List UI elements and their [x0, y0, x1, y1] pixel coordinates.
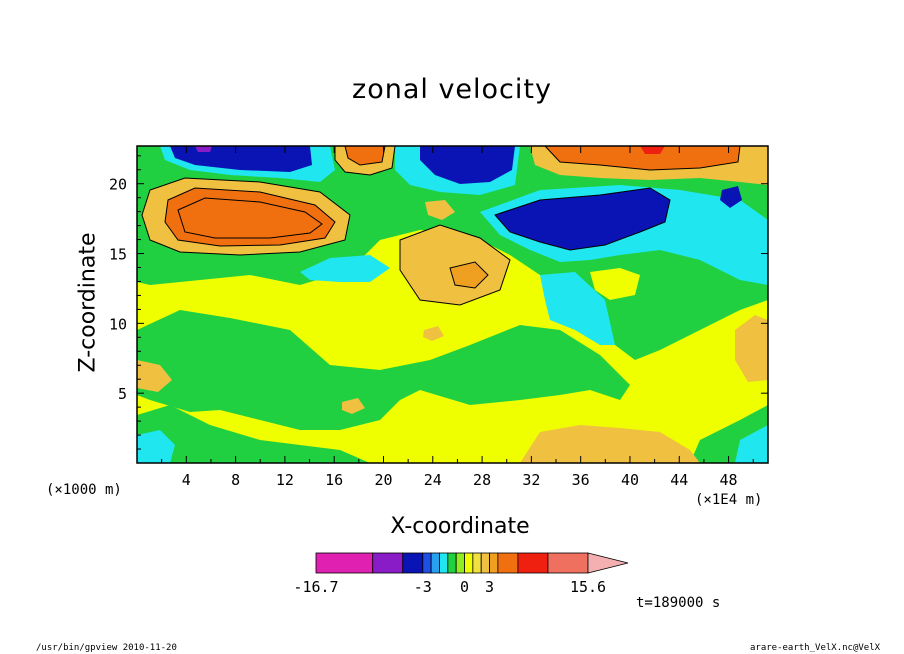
- footer-left: /usr/bin/gpview 2010-11-20: [36, 643, 177, 653]
- colorbar-segment: [517, 552, 549, 574]
- x-tick-label: 36: [572, 471, 590, 489]
- region-cyan-br: [735, 425, 768, 463]
- colorbar-extend-arrow: [587, 552, 629, 574]
- region-purple-dot: [195, 146, 212, 152]
- colorbar-segment: [547, 552, 589, 574]
- colorbar-label: -3: [414, 578, 432, 596]
- colorbar-segment: [480, 552, 490, 574]
- colorbar-segment: [439, 552, 449, 574]
- colorbar-segment: [447, 552, 457, 574]
- region-orange-center-core: [450, 262, 488, 288]
- colorbar-segment: [464, 552, 474, 574]
- colorbar-label: 0: [460, 578, 469, 596]
- region-cyan-bl: [137, 430, 175, 463]
- colorbar-label: 3: [485, 578, 494, 596]
- colorbar-segment: [472, 552, 482, 574]
- region-blue-top-left: [170, 146, 312, 172]
- x-unit-left: (×1000 m): [46, 482, 122, 498]
- x-axis-ticks: 4 8 12 16 20 24 28 32 36 40 44 48: [161, 146, 754, 489]
- region-orange-small-mid: [423, 326, 444, 341]
- y-tick-label: 10: [109, 315, 127, 333]
- x-tick-label: 32: [522, 471, 540, 489]
- x-tick-label: 24: [424, 471, 442, 489]
- region-orange-top-mid-core: [345, 146, 385, 165]
- y-axis-label: Z-coordinate: [75, 232, 101, 373]
- region-blue-top-mid: [420, 146, 515, 184]
- region-green-lower: [137, 405, 370, 463]
- colorbar-segment: [402, 552, 424, 574]
- colorbar-segment: [489, 552, 499, 574]
- y-tick-label: 5: [118, 385, 127, 403]
- y-tick-label: 20: [109, 176, 127, 194]
- contour-lines: [141, 146, 741, 306]
- y-axis-ticks: 5 10 15 20: [109, 155, 768, 450]
- x-tick-label: 4: [182, 471, 191, 489]
- x-tick-label: 12: [276, 471, 294, 489]
- colorbar-label: 15.6: [570, 578, 606, 596]
- region-orange-right: [735, 315, 768, 382]
- colorbar-segment: [315, 552, 374, 574]
- region-orange-bottom: [520, 425, 700, 463]
- x-tick-label: 40: [621, 471, 639, 489]
- region-blue-right: [495, 188, 670, 250]
- region-cyan-spike: [540, 272, 615, 345]
- chart-title: zonal velocity: [352, 74, 552, 105]
- region-orange-small-low: [342, 398, 365, 414]
- x-tick-label: 28: [473, 471, 491, 489]
- region-orange-small-top: [425, 200, 455, 220]
- region-orange-top-right-core: [545, 146, 740, 170]
- region-orange-left-core: [165, 188, 335, 246]
- colorbar-segment: [422, 552, 432, 574]
- colorbar-segment: [372, 552, 404, 574]
- region-orange-left-low: [137, 360, 172, 392]
- colorbar-label: -16.7: [293, 578, 338, 596]
- region-green-mid: [137, 310, 630, 430]
- x-tick-label: 48: [720, 471, 738, 489]
- colorbar: -16.7 -3 0 3 15.6: [293, 552, 629, 596]
- plot-frame: [136, 145, 769, 464]
- region-cyan-mid: [300, 255, 390, 282]
- region-blue-far-right: [720, 186, 742, 208]
- region-yellow-pocket: [590, 268, 640, 300]
- x-tick-label: 44: [670, 471, 688, 489]
- footer-right: arare-earth_VelX.nc@VelX: [750, 643, 881, 653]
- x-unit-right: (×1E4 m): [695, 492, 763, 508]
- x-axis-label: X-coordinate: [390, 514, 530, 539]
- region-red-dot: [640, 146, 665, 154]
- region-orange-center: [400, 225, 510, 305]
- colorbar-segment: [455, 552, 465, 574]
- y-tick-label: 15: [109, 246, 127, 264]
- colorbar-segment: [430, 552, 440, 574]
- colorbar-segment: [497, 552, 519, 574]
- time-label: t=189000 s: [636, 595, 721, 611]
- x-tick-label: 16: [325, 471, 343, 489]
- x-tick-label: 8: [231, 471, 240, 489]
- x-tick-label: 20: [374, 471, 392, 489]
